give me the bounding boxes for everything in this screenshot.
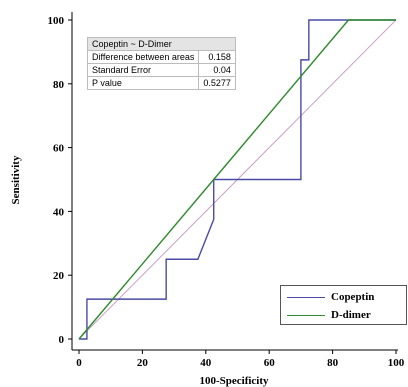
legend-label-d-dimer: D-dimer	[331, 309, 371, 321]
stats-title: Copeptin ~ D-Dimer	[87, 37, 236, 51]
stats-title-row: Copeptin ~ D-Dimer	[87, 37, 236, 51]
legend-swatch-d-dimer	[287, 315, 325, 316]
series-layer	[78, 19, 396, 340]
stats-row: Standard Error 0.04	[86, 63, 236, 77]
stats-table: Copeptin ~ D-Dimer Difference between ar…	[86, 37, 236, 90]
legend-item-copeptin: Copeptin	[281, 290, 406, 304]
y-tick-label: 40	[53, 206, 65, 218]
axes	[68, 12, 398, 354]
x-tick-label: 20	[137, 357, 149, 369]
legend-item-d-dimer: D-dimer	[281, 308, 406, 322]
x-tick-label: 100	[388, 357, 405, 369]
x-tick-label: 40	[200, 357, 212, 369]
x-axis-title: 100-Specificity	[199, 375, 269, 387]
x-tick-label: 0	[76, 357, 82, 369]
tick-labels: 0 20 40 60 80 100 0 20 40 60 80 100	[48, 15, 405, 369]
stats-value: 0.04	[198, 63, 236, 77]
x-tick-label: 80	[327, 357, 339, 369]
stats-value: 0.158	[198, 50, 236, 64]
stats-row: Difference between areas 0.158	[86, 50, 236, 64]
stats-label: P value	[86, 76, 200, 90]
y-tick-label: 100	[48, 15, 65, 27]
x-tick-label: 60	[264, 357, 276, 369]
series-line-copeptin	[79, 19, 396, 340]
legend: Copeptin D-dimer	[280, 285, 407, 325]
y-tick-label: 60	[53, 143, 65, 155]
stats-row: P value 0.5277	[86, 76, 236, 90]
legend-label-copeptin: Copeptin	[331, 291, 375, 303]
y-axis-title: Sensitivity	[10, 155, 22, 204]
legend-swatch-copeptin	[287, 297, 325, 298]
stats-label: Difference between areas	[86, 50, 200, 64]
y-tick-label: 80	[53, 79, 65, 91]
y-tick-label: 0	[59, 334, 65, 346]
stats-value: 0.5277	[198, 76, 236, 90]
y-tick-label: 20	[53, 270, 65, 282]
series-line-d-dimer	[78, 19, 396, 340]
stats-label: Standard Error	[86, 63, 200, 77]
